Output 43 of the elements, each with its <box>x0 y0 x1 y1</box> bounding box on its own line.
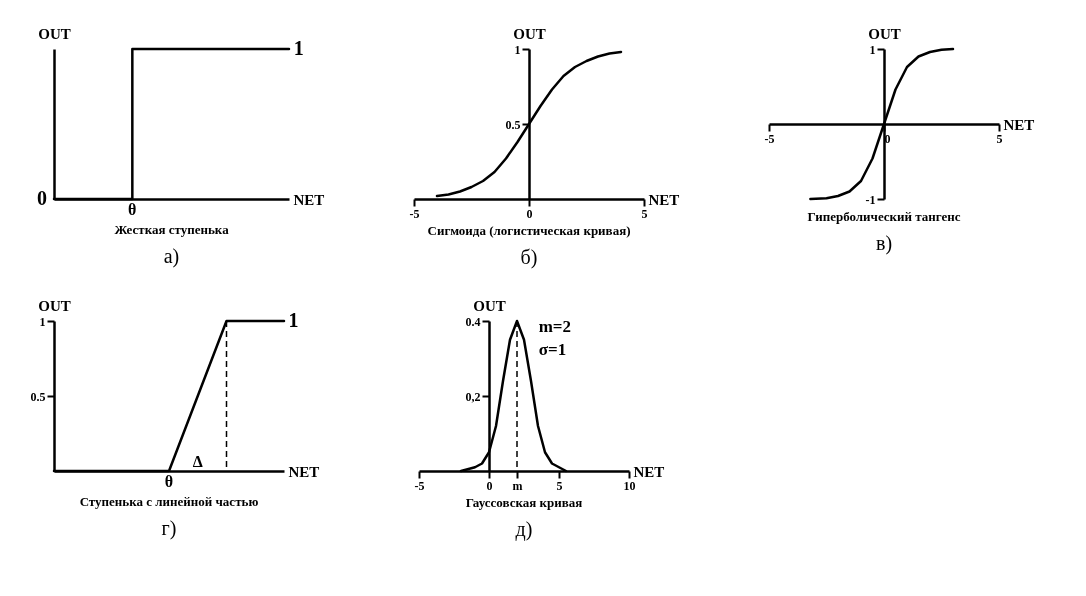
y-axis-title: OUT <box>473 297 506 314</box>
annotation: σ=1 <box>538 339 567 359</box>
text: 1 <box>288 309 299 331</box>
annotation: Δ <box>192 453 203 470</box>
text: Сигмоида (логистическая кривая) <box>427 223 631 238</box>
y-axis-title: OUT <box>513 25 546 42</box>
x-tick-label: -5 <box>764 131 775 146</box>
x-tick-label: 0 <box>526 206 533 221</box>
x-tick-label: -5 <box>409 206 420 221</box>
annotation: m=2 <box>538 317 572 336</box>
x-tick-label: m <box>512 478 523 493</box>
y-tick-label: 0.5 <box>505 117 521 132</box>
text: а) <box>163 244 180 268</box>
text: Ступенька с линейной частью <box>79 493 259 509</box>
text: б) <box>520 246 538 269</box>
y-axis-title: OUT <box>38 25 71 42</box>
text: г) <box>161 516 177 540</box>
text: θ <box>128 200 137 218</box>
y-tick-label: 0,2 <box>465 389 481 404</box>
x-axis-title: NET <box>648 191 680 208</box>
text: Гауссовская кривая <box>465 495 583 510</box>
y-tick-label: 0.5 <box>30 389 46 404</box>
x-axis-title: NET <box>288 463 320 480</box>
text: в) <box>875 232 893 255</box>
y-tick-label: 0.4 <box>465 314 481 329</box>
x-tick-label: 5 <box>556 478 563 493</box>
text: 1 <box>293 37 304 59</box>
x-tick-label: 10 <box>623 478 636 493</box>
x-axis-title: NET <box>293 191 325 208</box>
x-tick-label: 5 <box>996 131 1003 146</box>
y-tick-label: -1 <box>865 192 876 207</box>
x-tick-label: 0 <box>486 478 493 493</box>
y-axis-title: OUT <box>38 297 71 314</box>
x-axis-title: NET <box>1003 116 1035 133</box>
y-axis-title: OUT <box>868 25 901 42</box>
text: Жесткая ступенька <box>114 221 230 237</box>
x-tick-label: 5 <box>641 206 648 221</box>
text: д) <box>515 518 533 541</box>
text: Гиперболический тангенс <box>807 209 961 224</box>
x-axis-title: NET <box>633 463 665 480</box>
x-tick-label: -5 <box>414 478 425 493</box>
x-tick-label: 0 <box>884 131 891 146</box>
text: θ <box>164 472 174 490</box>
